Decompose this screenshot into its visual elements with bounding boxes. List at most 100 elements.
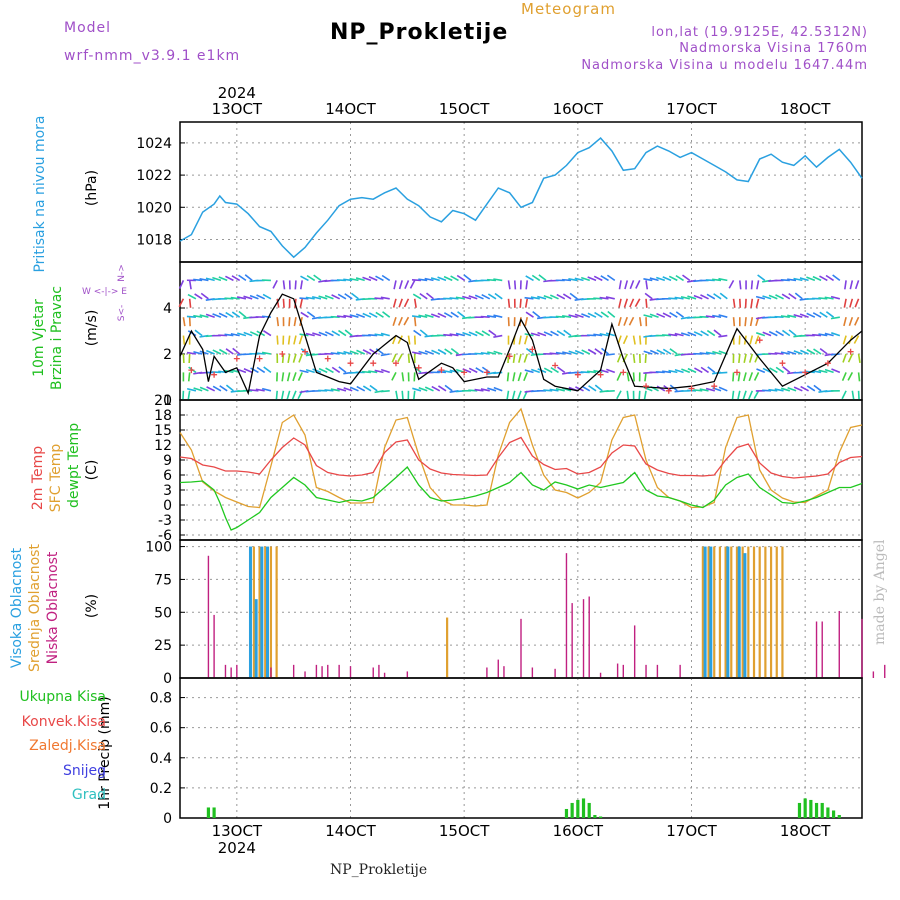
wind-arrow	[843, 317, 847, 327]
wind-arrow	[393, 280, 397, 290]
wind-arrow	[848, 316, 854, 326]
wind-speed-line	[179, 293, 863, 396]
wind-arrow	[561, 315, 572, 318]
wind-arrow	[331, 330, 341, 337]
x-tick-top: 16OCT	[553, 100, 604, 118]
wind-arrow	[313, 274, 322, 282]
y-tick-label: 0.4	[150, 751, 172, 767]
precip-bar	[593, 814, 597, 818]
wind-arrow	[568, 278, 578, 282]
wind-arrow	[756, 280, 760, 290]
wind-arrow	[519, 298, 522, 308]
wind-arrow	[412, 387, 422, 392]
wind-arrow	[556, 330, 566, 337]
gust-mark	[802, 369, 809, 376]
wind-arrow	[312, 368, 322, 374]
wind-arrow	[581, 349, 591, 355]
wind-arrow	[525, 280, 529, 290]
wind-arrow	[493, 314, 503, 318]
y-tick-label: 75	[154, 572, 172, 588]
wind-arrow	[188, 280, 192, 290]
wind-arrow	[401, 390, 404, 400]
gust-mark	[711, 383, 718, 390]
wind-arrow	[831, 332, 841, 337]
high-cloud-bar	[726, 546, 730, 678]
wind-arrow	[593, 297, 603, 300]
wind-arrow	[397, 353, 403, 363]
wind-arrow	[549, 388, 559, 392]
wind-arrow	[616, 390, 622, 400]
wind-arrow	[774, 352, 784, 355]
wind-arrow	[324, 294, 334, 300]
wind-arrow	[537, 331, 547, 337]
wind-arrow	[212, 276, 222, 282]
wind-arrow	[318, 295, 328, 300]
wind-arrow	[256, 366, 266, 374]
wind-arrow	[397, 335, 403, 345]
x-tick-top: 18OCT	[780, 100, 831, 118]
wind-arrow	[186, 351, 197, 355]
precip-bar	[576, 799, 580, 818]
wind-arrow	[793, 386, 803, 392]
x-tick-top: 15OCT	[439, 100, 490, 118]
wind-arrow	[742, 372, 747, 382]
wind-arrow	[618, 280, 622, 290]
dewpt-line	[179, 465, 863, 531]
wind-arrow	[206, 386, 216, 392]
wind-arrow	[350, 292, 359, 300]
wind-arrow	[374, 297, 384, 300]
wind-arrow	[276, 298, 280, 308]
gust-mark	[279, 351, 286, 357]
wind-arrow	[480, 315, 490, 318]
wind-arrow	[694, 367, 703, 374]
wind-arrow	[851, 390, 855, 400]
wind-arrow	[306, 311, 316, 318]
wind-arrow	[800, 349, 809, 355]
wind-arrow	[205, 277, 215, 282]
wind-arrow	[705, 387, 716, 392]
mid-cloud-bar	[713, 546, 716, 678]
low-cloud-bar	[861, 618, 863, 678]
wind-arrow	[549, 352, 559, 355]
wind-arrow	[669, 348, 678, 355]
wind-arrow	[524, 369, 534, 374]
wind-arrow	[643, 314, 653, 318]
wind-arrow	[255, 352, 265, 355]
wind-arrow	[532, 311, 541, 318]
wind-arrow	[713, 293, 722, 300]
wind-arrow	[719, 292, 728, 300]
wind-arrow	[543, 367, 553, 374]
wind-arrow	[397, 316, 403, 326]
wind-arrow	[705, 315, 715, 318]
wind-arrow	[781, 293, 791, 300]
gust-mark	[756, 337, 763, 344]
gust-mark	[233, 355, 240, 362]
wind-arrow	[748, 372, 754, 382]
wind-arrow	[555, 315, 565, 318]
wind-arrow	[450, 311, 459, 318]
x-tick-top: 17OCT	[666, 100, 717, 118]
wind-arrow	[305, 296, 315, 300]
precip-bar	[803, 798, 807, 818]
wind-arrow	[525, 347, 534, 355]
wind-arrow	[219, 385, 228, 392]
wind-arrow	[700, 294, 709, 300]
low-cloud-bar	[207, 555, 210, 678]
wind-arrow	[255, 388, 265, 392]
wind-arrow	[517, 390, 522, 400]
wind-arrow	[594, 311, 603, 318]
wind-arrow	[188, 298, 192, 308]
wind-arrow	[854, 316, 860, 326]
wind-arrow	[356, 349, 366, 355]
low-cloud-bar	[599, 672, 602, 678]
wind-arrow	[236, 296, 247, 300]
gust-mark	[302, 348, 309, 355]
wind-arrow	[336, 351, 347, 355]
wind-arrow	[549, 294, 559, 300]
wind-arrow	[369, 348, 378, 355]
wind-arrow	[330, 352, 340, 355]
gust-mark	[438, 367, 445, 374]
gust-mark	[552, 362, 559, 369]
wind-arrow	[300, 311, 309, 318]
y-tick-label: 0.8	[150, 691, 172, 707]
